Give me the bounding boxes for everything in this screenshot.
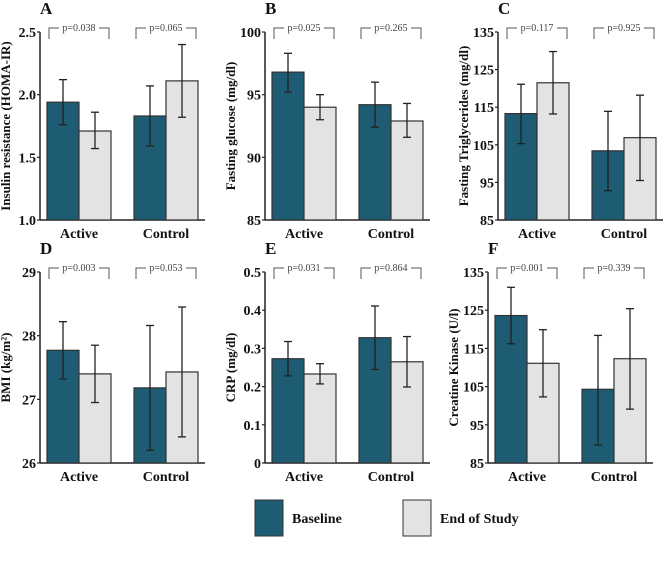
panel-letter: A	[40, 0, 53, 18]
y-tick-label: 85	[470, 457, 484, 472]
y-tick-label: 90	[247, 151, 261, 166]
y-tick-label: 0.3	[244, 342, 262, 357]
significance-bracket	[496, 267, 558, 279]
p-value-label: p=0.001	[510, 263, 543, 274]
y-tick-label: 29	[22, 266, 36, 281]
panel-e: E CRP (mg/dl) 0 0.1 0.2 0.3 0.4 0.5 Active p=0.03…	[223, 239, 430, 485]
y-tick-label: 2.0	[19, 89, 37, 104]
y-tick-label: 125	[463, 304, 484, 319]
significance-bracket	[135, 267, 197, 279]
y-tick-label: 1.0	[19, 214, 37, 229]
y-tick-label: 27	[22, 393, 36, 408]
x-category-label: Control	[143, 227, 190, 242]
p-value-label: p=0.003	[62, 263, 95, 274]
p-value-label: p=0.053	[149, 263, 182, 274]
p-value-label: p=0.038	[62, 23, 95, 34]
x-category-label: Control	[591, 470, 638, 485]
significance-bracket	[273, 267, 335, 279]
significance-bracket	[135, 27, 197, 39]
y-tick-label: 0.2	[244, 381, 262, 396]
legend: Baseline End of Study	[254, 499, 519, 537]
p-value-label: p=0.265	[374, 23, 407, 34]
bar-baseline	[271, 71, 305, 221]
significance-bracket	[583, 267, 645, 279]
panel-d: D BMI (kg/m²) 26 27 28 29 Active p=0.003 Control…	[0, 239, 205, 485]
significance-bracket	[273, 27, 335, 39]
panels: A Insulin resistance (HOMA-IR) 1.0 1.5 2.0 2.…	[0, 0, 663, 485]
x-category-label: Control	[601, 227, 648, 242]
x-category-label: Control	[143, 470, 190, 485]
y-tick-label: 0	[254, 457, 261, 472]
significance-bracket	[360, 27, 422, 39]
panel-b: B Fasting glucose (mg/dl) 85 90 95 100 Active p…	[223, 0, 430, 242]
y-tick-label: 28	[22, 330, 36, 345]
panel-letter: D	[40, 239, 52, 258]
significance-bracket	[593, 27, 655, 39]
significance-bracket	[48, 27, 110, 39]
x-category-label: Control	[368, 470, 415, 485]
y-axis-label: BMI (kg/m²)	[0, 333, 13, 403]
legend-swatch-end-of-study	[402, 499, 432, 537]
panel-letter: B	[265, 0, 276, 18]
y-axis-label: Fasting Triglycerides (mg/dl)	[456, 46, 471, 207]
p-value-label: p=0.925	[607, 23, 640, 34]
p-value-label: p=0.065	[149, 23, 182, 34]
y-tick-label: 95	[247, 89, 261, 104]
panel-f: F Creatine Kinase (U/l) 85 95 105 115 125 135 Ac…	[446, 239, 653, 485]
y-tick-label: 95	[470, 419, 484, 434]
y-tick-label: 105	[473, 139, 494, 154]
x-category-label: Active	[285, 227, 323, 242]
legend-label-baseline: Baseline	[292, 512, 342, 527]
bar-end-of-study	[303, 106, 337, 221]
y-tick-label: 1.5	[19, 151, 37, 166]
bar-end-of-study	[303, 373, 337, 464]
x-category-label: Active	[285, 470, 323, 485]
significance-bracket	[48, 267, 110, 279]
y-tick-label: 0.4	[244, 304, 262, 319]
y-tick-label: 0.5	[244, 266, 262, 281]
y-tick-label: 2.5	[19, 26, 37, 41]
y-tick-label: 125	[473, 64, 494, 79]
panel-letter: E	[265, 239, 276, 258]
y-tick-label: 115	[464, 342, 484, 357]
p-value-label: p=0.117	[521, 23, 554, 34]
x-category-label: Active	[60, 470, 98, 485]
panel-letter: C	[498, 0, 510, 18]
y-axis-label: CRP (mg/dl)	[223, 333, 238, 403]
p-value-label: p=0.864	[374, 263, 407, 274]
p-value-label: p=0.031	[287, 263, 320, 274]
y-tick-label: 85	[247, 214, 261, 229]
y-tick-label: 135	[473, 26, 494, 41]
y-tick-label: 26	[22, 457, 36, 472]
y-tick-label: 85	[480, 214, 494, 229]
p-value-label: p=0.025	[287, 23, 320, 34]
significance-bracket	[506, 27, 568, 39]
y-tick-label: 100	[240, 26, 261, 41]
y-tick-label: 95	[480, 176, 494, 191]
y-axis-label: Insulin resistance (HOMA-IR)	[0, 41, 13, 210]
x-category-label: Active	[508, 470, 546, 485]
y-axis-label: Creatine Kinase (U/l)	[446, 308, 461, 426]
y-axis-label: Fasting glucose (mg/dl)	[223, 62, 238, 191]
y-tick-label: 0.1	[244, 419, 262, 434]
panel-a: A Insulin resistance (HOMA-IR) 1.0 1.5 2.0 2.…	[0, 0, 205, 242]
p-value-label: p=0.339	[597, 263, 630, 274]
significance-bracket	[360, 267, 422, 279]
panel-c: C Fasting Triglycerides (mg/dl) 85 95 105 115…	[456, 0, 663, 242]
x-category-label: Active	[60, 227, 98, 242]
panel-letter: F	[488, 239, 498, 258]
y-tick-label: 105	[463, 381, 484, 396]
y-tick-label: 135	[463, 266, 484, 281]
legend-label-end-of-study: End of Study	[440, 512, 519, 527]
y-tick-label: 115	[474, 101, 494, 116]
x-category-label: Control	[368, 227, 415, 242]
legend-swatch-baseline	[254, 499, 284, 537]
x-category-label: Active	[518, 227, 556, 242]
